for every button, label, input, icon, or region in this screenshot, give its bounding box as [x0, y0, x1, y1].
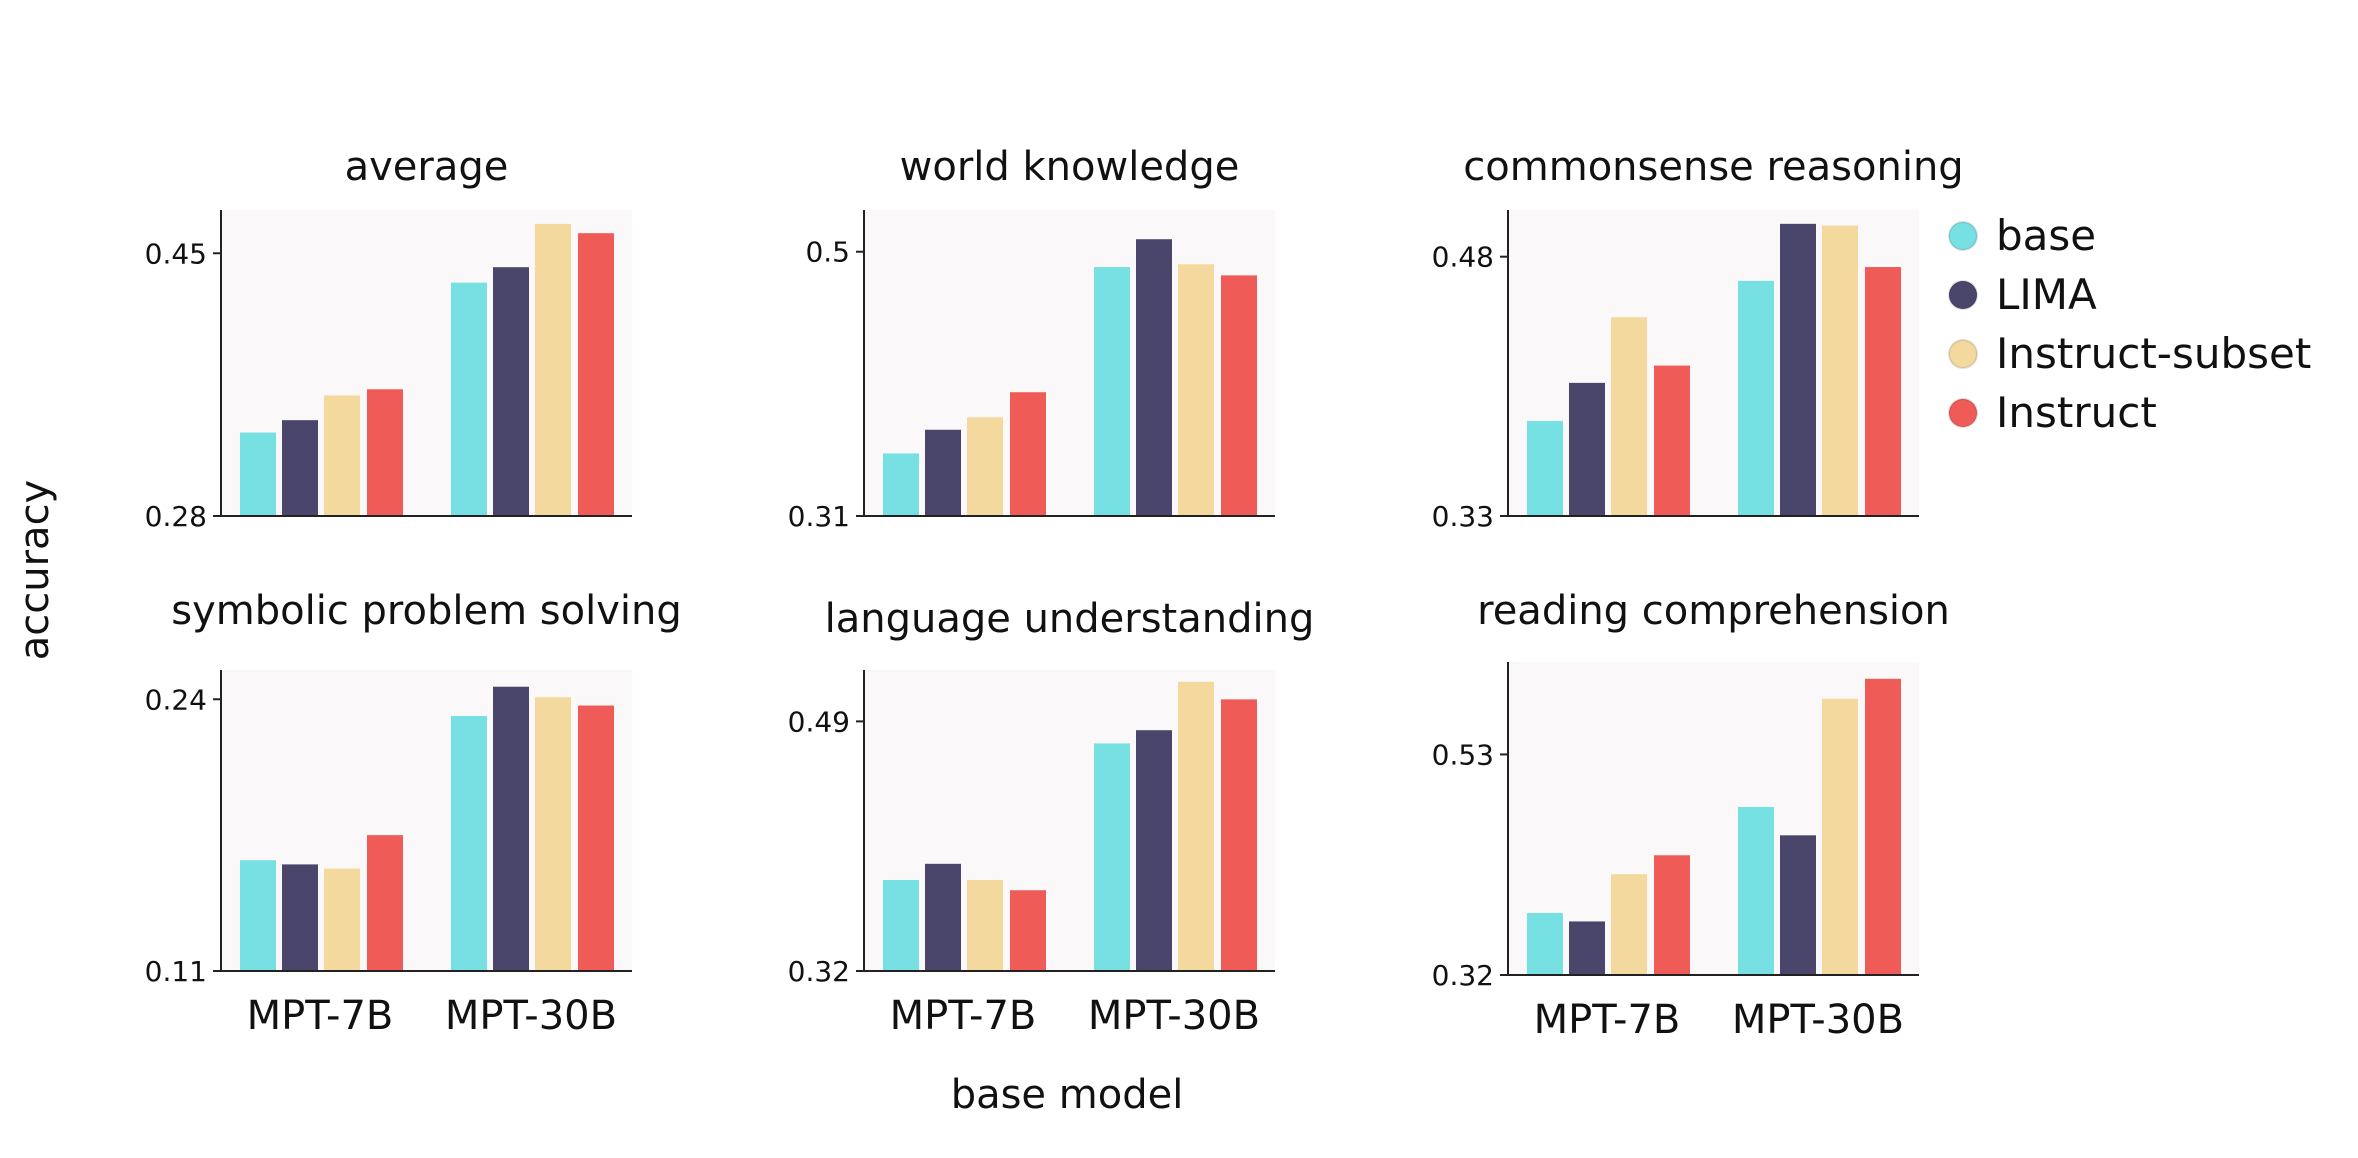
chart-commonsense-reasoning-ytick-label: 0.48	[1432, 241, 1494, 274]
chart-commonsense-reasoning-ytick-label: 0.33	[1432, 500, 1494, 533]
chart-language-understanding-bar-base-mpt-30b	[1094, 743, 1130, 971]
chart-symbolic-problem-solving-bar-base-mpt-7b	[240, 860, 276, 971]
y-axis-label: accuracy	[12, 480, 58, 660]
legend-label-base: base	[1996, 211, 2096, 260]
chart-average-ytick-label: 0.28	[145, 500, 207, 533]
chart-symbolic-problem-solving-bar-lima-mpt-7b	[282, 864, 318, 971]
chart-symbolic-problem-solving-ytick-label: 0.11	[145, 955, 207, 988]
chart-reading-comprehension-bar-instruct-mpt-30b	[1865, 678, 1901, 975]
chart-average-bar-lima-mpt-30b	[493, 267, 529, 516]
chart-symbolic-problem-solving-bar-base-mpt-30b	[451, 715, 487, 971]
legend-swatch-instruct	[1948, 398, 1978, 428]
chart-world-knowledge-bar-instruct-mpt-30b	[1221, 275, 1257, 516]
chart-reading-comprehension-xtick-label-mpt-30b: MPT-30B	[1732, 997, 1904, 1043]
chart-panels: average 0.28 0.45 world knowledge 0.31 0.5 com…	[145, 144, 1964, 1043]
chart-symbolic-problem-solving-title: symbolic problem solving	[171, 588, 681, 634]
chart-average-bar-instruct-subset-mpt-7b	[324, 395, 360, 516]
chart-reading-comprehension-ytick-label: 0.53	[1432, 738, 1494, 771]
chart-language-understanding-title: language understanding	[825, 596, 1315, 642]
chart-reading-comprehension-bar-base-mpt-7b	[1527, 913, 1563, 975]
chart-commonsense-reasoning-bar-instruct-mpt-30b	[1865, 267, 1901, 516]
chart-average-ytick-label: 0.45	[145, 237, 207, 270]
chart-average-bar-instruct-subset-mpt-30b	[535, 223, 571, 516]
chart-reading-comprehension: reading comprehension 0.32 0.53 MPT-7B MPT-3…	[1432, 588, 1950, 1043]
chart-language-understanding-xtick-label-mpt-7b: MPT-7B	[890, 993, 1037, 1039]
chart-commonsense-reasoning-bar-instruct-subset-mpt-30b	[1822, 225, 1858, 516]
chart-language-understanding-bar-lima-mpt-30b	[1136, 730, 1172, 971]
legend-swatch-lima	[1948, 280, 1978, 310]
chart-average-title: average	[345, 144, 509, 190]
chart-commonsense-reasoning-bar-instruct-subset-mpt-7b	[1611, 317, 1647, 516]
chart-commonsense-reasoning-bar-lima-mpt-30b	[1780, 223, 1816, 516]
x-axis-label: base model	[951, 1072, 1184, 1118]
chart-average: average 0.28 0.45	[145, 144, 632, 533]
chart-language-understanding-bar-lima-mpt-7b	[925, 863, 961, 971]
chart-average-bar-base-mpt-30b	[451, 282, 487, 516]
chart-reading-comprehension-bar-instruct-subset-mpt-30b	[1822, 698, 1858, 975]
chart-reading-comprehension-bar-lima-mpt-30b	[1780, 835, 1816, 975]
chart-reading-comprehension-bar-base-mpt-30b	[1738, 806, 1774, 975]
chart-language-understanding: language understanding 0.32 0.49 MPT-7B MPT-…	[788, 596, 1315, 1039]
chart-world-knowledge: world knowledge 0.31 0.5	[788, 144, 1275, 533]
chart-world-knowledge-ytick-label: 0.31	[788, 500, 850, 533]
chart-language-understanding-bar-instruct-mpt-30b	[1221, 699, 1257, 971]
chart-symbolic-problem-solving-bar-lima-mpt-30b	[493, 686, 529, 971]
chart-average-bar-lima-mpt-7b	[282, 420, 318, 516]
chart-language-understanding-bar-base-mpt-7b	[883, 879, 919, 971]
chart-reading-comprehension-title: reading comprehension	[1477, 588, 1950, 634]
chart-commonsense-reasoning-bar-base-mpt-30b	[1738, 280, 1774, 516]
chart-commonsense-reasoning-bar-lima-mpt-7b	[1569, 382, 1605, 516]
chart-language-understanding-bar-instruct-mpt-7b	[1010, 890, 1046, 971]
legend-label-instruct-subset: Instruct-subset	[1996, 329, 2311, 378]
chart-symbolic-problem-solving-bar-instruct-mpt-7b	[367, 835, 403, 971]
legend-label-instruct: Instruct	[1996, 388, 2157, 437]
chart-commonsense-reasoning: commonsense reasoning 0.33 0.48	[1432, 144, 1964, 533]
chart-world-knowledge-bar-instruct-subset-mpt-30b	[1178, 264, 1214, 516]
chart-commonsense-reasoning-bar-instruct-mpt-7b	[1654, 365, 1690, 516]
chart-average-bar-instruct-mpt-7b	[367, 389, 403, 516]
legend-swatch-base	[1948, 221, 1978, 251]
chart-symbolic-problem-solving: symbolic problem solving 0.11 0.24 MPT-7B MP…	[145, 588, 682, 1039]
chart-world-knowledge-bar-lima-mpt-30b	[1136, 239, 1172, 516]
chart-language-understanding-bar-instruct-subset-mpt-30b	[1178, 681, 1214, 971]
chart-symbolic-problem-solving-bar-instruct-subset-mpt-7b	[324, 868, 360, 971]
chart-language-understanding-xtick-label-mpt-30b: MPT-30B	[1088, 993, 1260, 1039]
chart-reading-comprehension-bar-lima-mpt-7b	[1569, 921, 1605, 975]
chart-reading-comprehension-xtick-label-mpt-7b: MPT-7B	[1534, 997, 1681, 1043]
chart-symbolic-problem-solving-bar-instruct-subset-mpt-30b	[535, 697, 571, 971]
chart-symbolic-problem-solving-xtick-label-mpt-30b: MPT-30B	[445, 993, 617, 1039]
chart-reading-comprehension-bar-instruct-subset-mpt-7b	[1611, 874, 1647, 975]
chart-language-understanding-ytick-label: 0.49	[788, 705, 850, 738]
chart-language-understanding-bar-instruct-subset-mpt-7b	[967, 879, 1003, 971]
chart-symbolic-problem-solving-xtick-label-mpt-7b: MPT-7B	[247, 993, 394, 1039]
chart-world-knowledge-ytick-label: 0.5	[805, 236, 850, 269]
chart-world-knowledge-title: world knowledge	[900, 144, 1240, 190]
chart-world-knowledge-bar-instruct-mpt-7b	[1010, 392, 1046, 516]
chart-average-bar-instruct-mpt-30b	[578, 233, 614, 516]
chart-reading-comprehension-bar-instruct-mpt-7b	[1654, 855, 1690, 975]
chart-language-understanding-ytick-label: 0.32	[788, 955, 850, 988]
chart-symbolic-problem-solving-ytick-label: 0.24	[145, 683, 207, 716]
chart-commonsense-reasoning-title: commonsense reasoning	[1463, 144, 1963, 190]
chart-reading-comprehension-ytick-label: 0.32	[1432, 959, 1494, 992]
chart-world-knowledge-bar-base-mpt-7b	[883, 453, 919, 516]
chart-world-knowledge-bar-instruct-subset-mpt-7b	[967, 417, 1003, 516]
chart-symbolic-problem-solving-bar-instruct-mpt-30b	[578, 705, 614, 971]
legend-swatch-instruct-subset	[1948, 339, 1978, 369]
chart-average-bar-base-mpt-7b	[240, 432, 276, 516]
chart-world-knowledge-bar-base-mpt-30b	[1094, 267, 1130, 516]
chart-commonsense-reasoning-bar-base-mpt-7b	[1527, 420, 1563, 516]
legend-label-lima: LIMA	[1996, 270, 2097, 319]
legend: base LIMA Instruct-subset Instruct	[1948, 211, 2311, 437]
chart-world-knowledge-bar-lima-mpt-7b	[925, 429, 961, 516]
